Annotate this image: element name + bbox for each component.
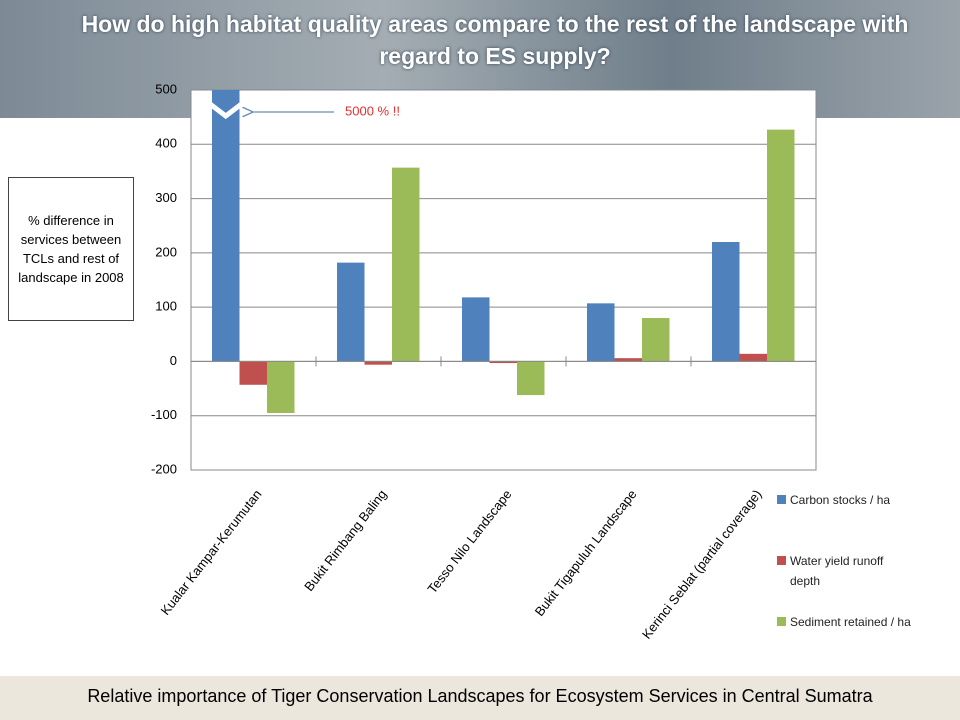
plot-area — [190, 89, 817, 471]
y-tick-label: 200 — [155, 244, 177, 259]
x-tick-label: Bukit Tigapuluh Landscape — [532, 487, 640, 619]
bar — [614, 358, 642, 362]
legend-swatch — [777, 495, 786, 504]
bar — [642, 318, 670, 362]
bar — [239, 361, 267, 385]
bar — [739, 353, 767, 362]
bar — [489, 361, 517, 364]
bar — [462, 297, 490, 362]
x-tick-label: Kerinci Seblat (partial coverage) — [639, 487, 765, 642]
x-tick-label: Bukit Rimbang Baling — [301, 487, 389, 594]
annotation: 5000 % !! — [345, 103, 400, 118]
y-tick-label: 0 — [170, 353, 177, 368]
bar — [364, 361, 392, 365]
bar — [337, 262, 365, 362]
title: How do high habitat quality areas compar… — [81, 11, 909, 69]
bar — [392, 167, 420, 362]
y-axis-label: % difference in services between TCLs an… — [8, 177, 134, 321]
y-tick-label: 300 — [155, 190, 177, 205]
y-tick-label: 400 — [155, 136, 177, 151]
x-tick-label: Kualar Kampar-Kerumutan — [158, 487, 265, 618]
bar — [517, 361, 545, 396]
axis-break — [208, 102, 244, 120]
bars — [212, 90, 795, 413]
bar — [712, 242, 740, 362]
y-tick-label: -200 — [151, 461, 177, 476]
x-tick-label: Tesso Nilo Landscape — [424, 487, 514, 596]
legend-label: Sediment retained / ha — [790, 615, 911, 629]
bar — [267, 361, 295, 413]
legend-swatch — [777, 556, 786, 565]
footer: Relative importance of Tiger Conservatio… — [0, 676, 960, 720]
bar — [587, 303, 615, 362]
y-tick-label: 500 — [155, 81, 177, 96]
bar — [767, 129, 795, 362]
legend-swatch — [777, 617, 786, 626]
y-tick-label: 100 — [155, 299, 177, 314]
bar — [212, 90, 240, 362]
legend-label: Carbon stocks / ha — [790, 493, 891, 507]
legend-label: Water yield runoff depth — [790, 554, 884, 588]
y-tick-label: -100 — [151, 407, 177, 422]
